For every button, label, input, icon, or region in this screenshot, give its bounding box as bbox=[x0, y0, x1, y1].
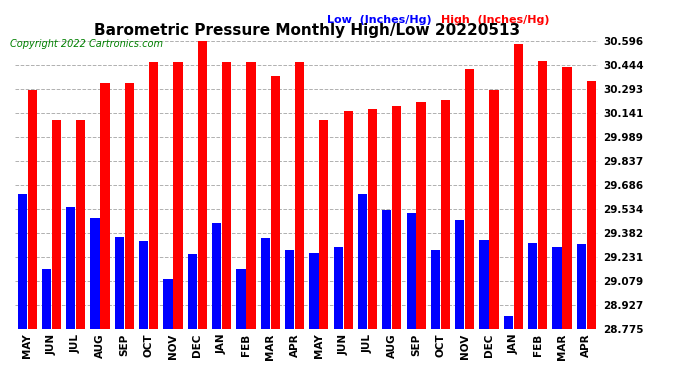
Text: High  (Inches/Hg): High (Inches/Hg) bbox=[441, 15, 549, 25]
Bar bbox=[42, 269, 51, 375]
Bar bbox=[431, 250, 440, 375]
Bar bbox=[319, 120, 328, 375]
Bar bbox=[528, 243, 538, 375]
Bar bbox=[76, 120, 86, 375]
Bar bbox=[246, 62, 255, 375]
Bar bbox=[222, 62, 231, 375]
Bar bbox=[173, 62, 183, 375]
Bar bbox=[90, 218, 100, 375]
Bar bbox=[164, 279, 172, 375]
Bar bbox=[480, 240, 489, 375]
Bar bbox=[538, 61, 547, 375]
Bar bbox=[358, 194, 367, 375]
Bar bbox=[577, 244, 586, 375]
Bar bbox=[392, 106, 402, 375]
Title: Barometric Pressure Monthly High/Low 20220513: Barometric Pressure Monthly High/Low 202… bbox=[94, 23, 520, 38]
Bar bbox=[237, 269, 246, 375]
Bar bbox=[417, 102, 426, 375]
Bar bbox=[261, 238, 270, 375]
Bar bbox=[586, 81, 596, 375]
Bar bbox=[212, 223, 221, 375]
Bar bbox=[198, 37, 207, 375]
Bar bbox=[504, 316, 513, 375]
Bar bbox=[553, 246, 562, 375]
Bar bbox=[489, 90, 499, 375]
Bar bbox=[344, 111, 353, 375]
Bar bbox=[333, 246, 343, 375]
Bar bbox=[52, 120, 61, 375]
Bar bbox=[514, 44, 523, 375]
Bar bbox=[295, 62, 304, 375]
Bar bbox=[270, 76, 280, 375]
Text: Low  (Inches/Hg): Low (Inches/Hg) bbox=[327, 15, 432, 25]
Bar bbox=[149, 62, 158, 375]
Bar bbox=[17, 194, 27, 375]
Bar bbox=[465, 69, 474, 375]
Bar bbox=[188, 255, 197, 375]
Bar bbox=[285, 250, 294, 375]
Bar bbox=[406, 213, 416, 375]
Bar bbox=[368, 109, 377, 375]
Bar bbox=[125, 83, 134, 375]
Text: Copyright 2022 Cartronics.com: Copyright 2022 Cartronics.com bbox=[10, 39, 164, 49]
Bar bbox=[309, 253, 319, 375]
Bar bbox=[66, 207, 75, 375]
Bar bbox=[115, 237, 124, 375]
Bar bbox=[455, 220, 464, 375]
Bar bbox=[101, 83, 110, 375]
Bar bbox=[382, 210, 391, 375]
Bar bbox=[139, 241, 148, 375]
Bar bbox=[562, 67, 571, 375]
Bar bbox=[441, 100, 450, 375]
Bar bbox=[28, 90, 37, 375]
